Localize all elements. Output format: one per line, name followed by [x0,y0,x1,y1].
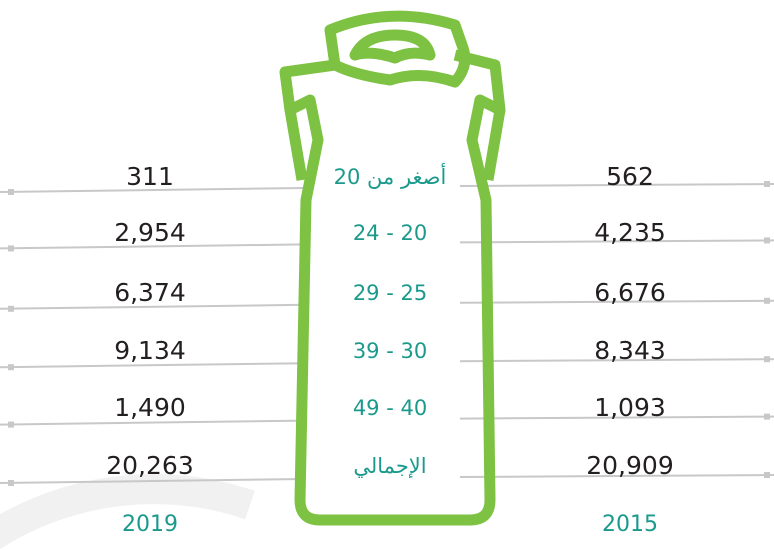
line-marker [764,356,770,362]
value-2015: 4,235 [530,218,730,247]
line-marker [764,472,770,478]
line-marker [764,414,770,420]
value-2015: 20,909 [530,451,730,480]
value-2015: 6,676 [530,278,730,307]
value-2015: 562 [530,162,730,191]
value-2019: 6,374 [50,278,250,307]
value-2019: 311 [50,162,250,191]
line-marker [8,245,14,251]
value-2019: 20,263 [50,451,250,480]
value-2019: 2,954 [50,218,250,247]
value-2019: 1,490 [50,393,250,422]
line-marker [8,306,14,312]
shirt-icon [285,16,500,520]
page: html, body { margin: 0; padding: 0; } bo… [0,0,774,550]
value-2015: 8,343 [530,336,730,365]
value-2019: 9,134 [50,336,250,365]
line-marker [764,181,770,187]
line-marker [764,237,770,243]
year-2019: 2019 [50,512,250,537]
value-2015: 1,093 [530,393,730,422]
age-group: 29 - 25 [310,281,470,305]
year-2015: 2015 [530,512,730,537]
line-marker [8,189,14,195]
age-group: الإجمالي [310,454,470,478]
line-marker [8,364,14,370]
line-marker [8,422,14,428]
age-group: 24 - 20 [310,221,470,245]
line-marker [8,480,14,486]
age-group: 49 - 40 [310,396,470,420]
line-marker [764,298,770,304]
infographic: {"years": {"left": "2019", "right": "201… [0,0,774,550]
age-group: أصغر من 20 [310,165,470,189]
age-group: 39 - 30 [310,339,470,363]
